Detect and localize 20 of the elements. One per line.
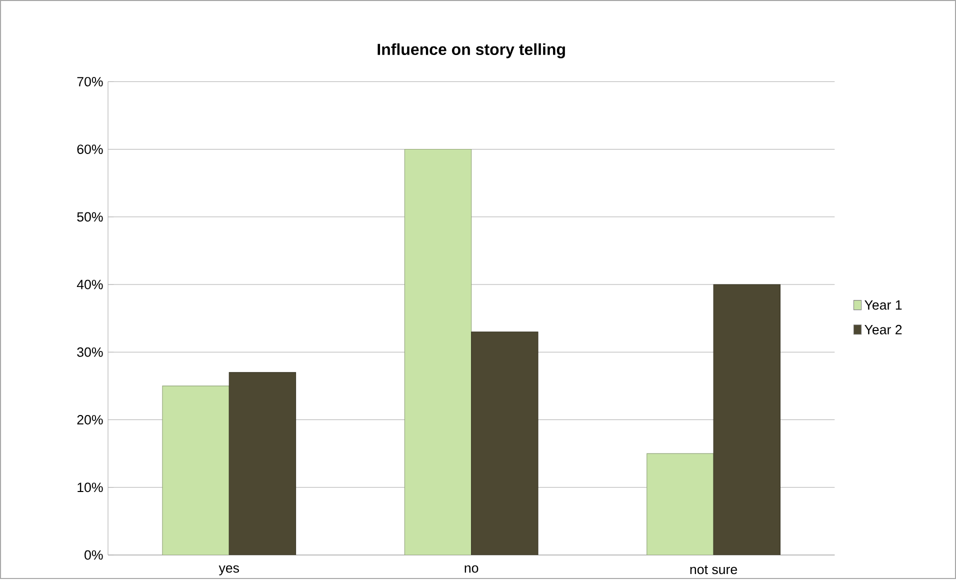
- bar: [471, 332, 538, 556]
- x-tick-label: not sure: [690, 566, 738, 574]
- y-tick-label: 70%: [77, 77, 103, 86]
- y-tick-label: 0%: [84, 550, 103, 560]
- y-tick-label: 60%: [77, 144, 103, 154]
- bar: [228, 372, 296, 556]
- legend-label: Year 2: [864, 325, 902, 334]
- y-tick-label: 20%: [77, 415, 103, 425]
- legend-label: Year 1: [864, 300, 902, 310]
- bar: [713, 284, 780, 556]
- y-tick-label: 10%: [78, 482, 103, 492]
- x-tick-label: yes: [218, 566, 240, 576]
- chart-title: Influence on story telling: [378, 43, 565, 58]
- y-tick-label: 30%: [77, 348, 103, 357]
- y-tick-label: 40%: [76, 280, 103, 290]
- bar: [404, 149, 472, 556]
- x-tick-label: no: [464, 566, 478, 573]
- bar: [646, 453, 714, 556]
- bar: [162, 386, 230, 556]
- y-tick-label: 50%: [77, 212, 103, 222]
